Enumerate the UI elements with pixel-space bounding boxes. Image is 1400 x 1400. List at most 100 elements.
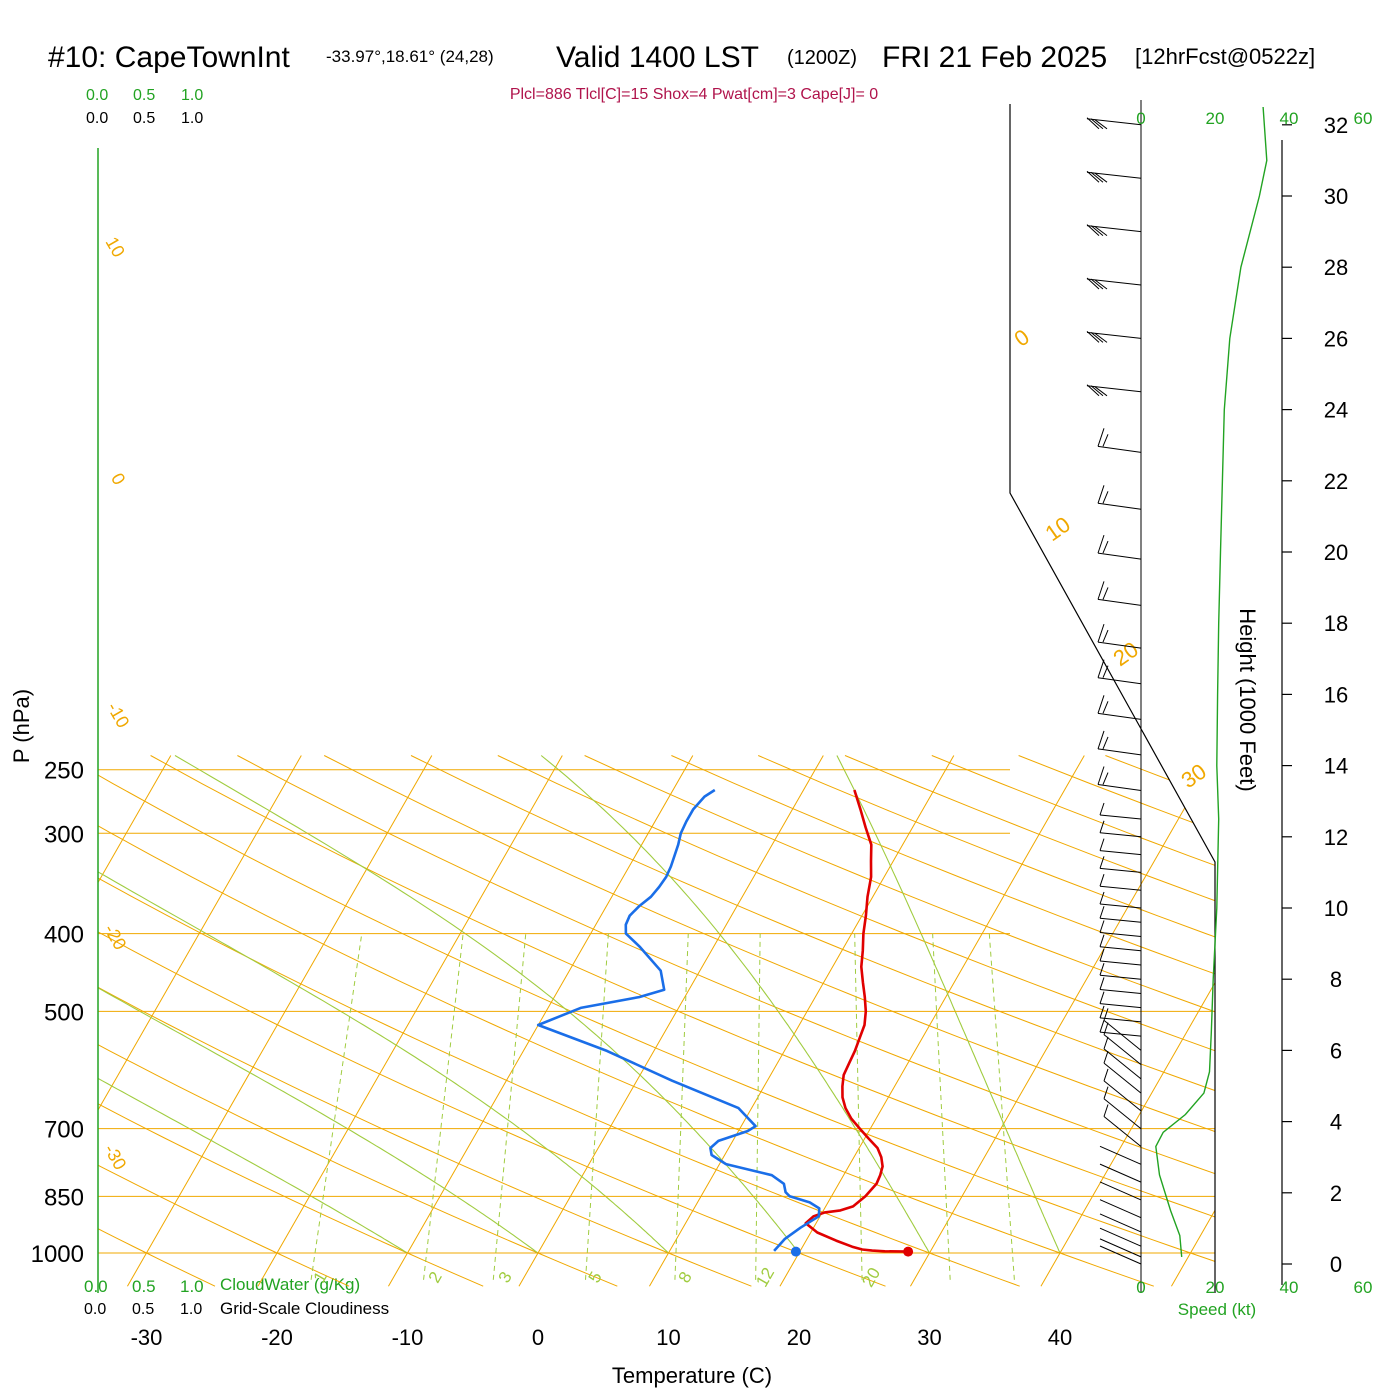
isobar-lines <box>98 769 1215 1254</box>
isotherm-label: 30 <box>1177 759 1211 794</box>
y-tick-label: 700 <box>44 1117 84 1144</box>
wind-barb <box>1099 891 1142 909</box>
cloud-scale-top-green-0: 0.0 <box>86 87 108 104</box>
pressure-axis: 250 300 400 500 700 850 1000 <box>31 758 84 1268</box>
utc-time: (1200Z) <box>787 47 857 69</box>
height-tick-label: 4 <box>1330 1110 1342 1135</box>
dewpoint-line <box>536 788 821 1252</box>
mixing-ratio-label: 2 <box>425 1268 446 1286</box>
height-tick-label: 18 <box>1324 611 1348 636</box>
speed-tick-label-top: 60 <box>1354 109 1373 128</box>
dewpoint-surface-marker <box>790 1246 801 1257</box>
speed-tick-label-bottom: 40 <box>1280 1278 1299 1297</box>
dry-adiabat-line <box>98 755 484 1287</box>
wind-barb <box>1099 820 1142 838</box>
moist-adiabat-line <box>836 755 1061 1254</box>
dry-adiabat-line <box>497 755 1215 1287</box>
wind-barb <box>1099 991 1142 1009</box>
speed-tick-label-top: 0 <box>1136 109 1145 128</box>
wind-barb <box>1097 623 1142 649</box>
mixing-ratio-label: 5 <box>585 1268 606 1286</box>
cloud-scale-bottom-green-0: 0.0 <box>84 1277 108 1296</box>
wind-barb <box>1103 1068 1142 1112</box>
isotherm-line <box>518 755 824 1287</box>
x-tick-label: 40 <box>1048 1325 1072 1350</box>
sounding-parameters: Plcl=886 Tlcl[C]=15 Shox=4 Pwat[cm]=3 Ca… <box>510 86 878 103</box>
height-tick-label: 16 <box>1324 682 1348 707</box>
isotherm-label: 0 <box>107 470 129 489</box>
isotherm-line <box>910 755 1215 1287</box>
wind-barb <box>1099 906 1142 923</box>
x-tick-label: 10 <box>656 1325 680 1350</box>
dry-adiabat-line <box>98 755 1215 1287</box>
wind-barb <box>1099 1213 1142 1233</box>
sounding-series <box>536 788 914 1257</box>
wind-barb <box>1099 1245 1142 1265</box>
wind-barb <box>1097 695 1142 720</box>
station-coords: -33.97°,18.61° (24,28) <box>326 47 494 66</box>
wind-barb <box>1086 224 1142 237</box>
y-tick-label: 850 <box>44 1184 84 1211</box>
cloud-scale-bottom-black-0: 0.0 <box>84 1301 106 1318</box>
x-tick-label: -20 <box>261 1325 293 1350</box>
wind-barb <box>1103 1050 1142 1094</box>
dry-adiabat-line <box>1192 755 1215 1287</box>
isotherm-lines <box>98 755 1215 1287</box>
cloud-scale-top-black-1: 0.5 <box>133 110 155 127</box>
wind-barb <box>1099 920 1142 937</box>
wind-barb <box>1099 874 1142 891</box>
moist-adiabat-line <box>98 755 408 1254</box>
wind-barb <box>1099 934 1142 952</box>
wind-barb <box>1103 1008 1142 1051</box>
speed-tick-label-bottom: 0 <box>1136 1278 1145 1297</box>
wind-barb <box>1099 802 1142 820</box>
wind-barb <box>1099 856 1142 873</box>
wind-barb <box>1099 1020 1142 1037</box>
mixing-ratio-line <box>755 933 761 1280</box>
isotherm-line <box>779 755 1085 1287</box>
valid-time: Valid 1400 LST <box>556 41 759 74</box>
wind-barb <box>1099 838 1142 856</box>
x-tick-label: -30 <box>131 1325 163 1350</box>
wind-barb <box>1099 1163 1142 1183</box>
wind-barb <box>1099 1145 1142 1165</box>
mixing-ratio-line <box>310 933 363 1280</box>
x-tick-label: 0 <box>532 1325 544 1350</box>
dry-adiabat-line <box>237 755 1215 1287</box>
x-tick-label: -10 <box>392 1325 424 1350</box>
x-axis-label: Temperature (C) <box>612 1363 772 1388</box>
dry-adiabat-line <box>758 755 1215 1287</box>
isotherm-line <box>649 755 955 1287</box>
height-tick-label: 6 <box>1330 1038 1342 1063</box>
cloud-scale-bottom-black-2: 1.0 <box>180 1301 202 1318</box>
cloud-scale-top-green-1: 0.5 <box>133 87 155 104</box>
wind-barb <box>1086 331 1142 343</box>
forecast-date: FRI 21 Feb 2025 <box>882 41 1107 74</box>
mixing-ratio-line <box>492 933 527 1280</box>
moist-adiabat-line <box>98 755 669 1254</box>
wind-barb <box>1099 977 1142 994</box>
mixing-ratio-lines <box>310 933 1015 1280</box>
y-tick-label: 500 <box>44 999 84 1026</box>
mixing-ratio-line <box>988 933 1015 1280</box>
dry-adiabat-line <box>98 755 216 1287</box>
speed-tick-label-bottom: 60 <box>1354 1278 1373 1297</box>
wind-barb <box>1086 277 1142 290</box>
isotherm-line <box>1171 755 1215 1287</box>
height-tick-label: 14 <box>1324 754 1348 779</box>
wind-barb <box>1099 1238 1142 1258</box>
cloud-scale-top-black-2: 1.0 <box>181 110 203 127</box>
isotherm-label: -10 <box>103 699 133 732</box>
height-tick-label: 28 <box>1324 255 1348 280</box>
forecast-info: [12hrFcst@0522z] <box>1135 44 1315 69</box>
height-tick-label: 8 <box>1330 967 1342 992</box>
cloud-scale-top-green-2: 1.0 <box>181 87 203 104</box>
wind-barb <box>1099 1181 1142 1201</box>
y-tick-label: 1000 <box>31 1241 84 1268</box>
dry-adiabat-line <box>98 755 350 1287</box>
height-tick-label: 0 <box>1330 1252 1342 1277</box>
wind-barb <box>1103 1022 1142 1066</box>
temperature-axis: -30 -20 -10 0 10 20 30 40 <box>131 1325 1073 1350</box>
